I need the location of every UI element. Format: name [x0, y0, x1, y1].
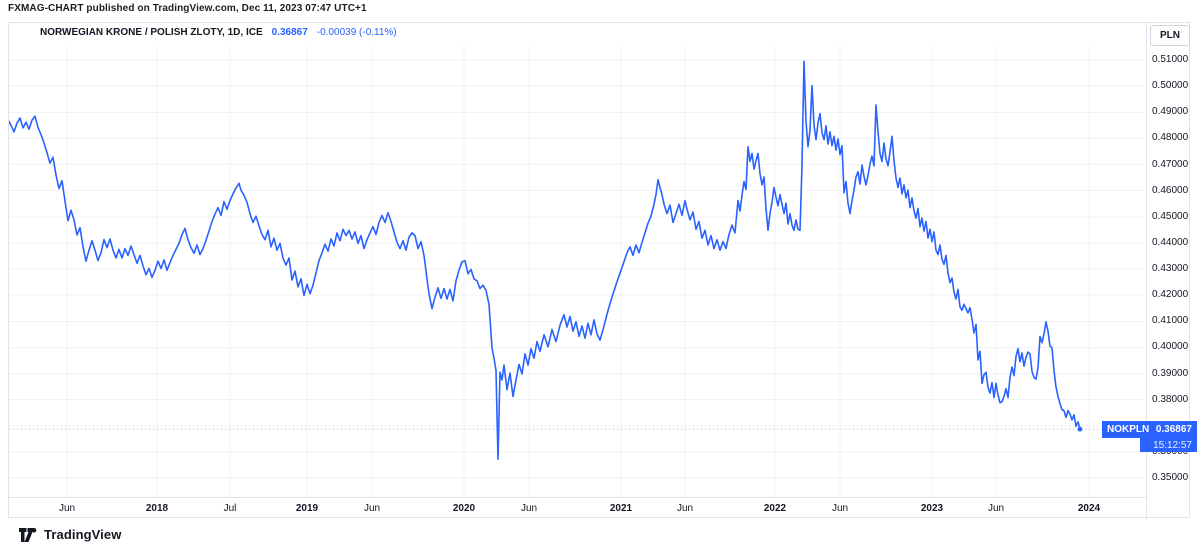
symbol-title[interactable]: NORWEGIAN KRONE / POLISH ZLOTY, 1D, ICE — [40, 27, 263, 38]
price-scale-label: 0.48000 — [1152, 132, 1189, 144]
price-scale-separator — [1146, 23, 1147, 519]
price-scale-label: 0.41000 — [1152, 315, 1189, 327]
time-axis-label: 2019 — [295, 503, 319, 514]
chart-plot-area[interactable] — [9, 45, 1146, 497]
time-axis-label: Jun — [58, 503, 76, 514]
price-label-symbol: NOKPLN — [1107, 424, 1150, 435]
price-scale-label: 0.45000 — [1152, 210, 1189, 222]
tradingview-logo-icon — [19, 527, 37, 542]
price-scale-label: 0.39000 — [1152, 367, 1189, 379]
time-axis-label: 2023 — [920, 503, 944, 514]
publish-header: FXMAG-CHART published on TradingView.com… — [8, 3, 367, 14]
last-price-label: NOKPLN 0.36867 — [1102, 421, 1197, 438]
time-axis-label: Jun — [987, 503, 1005, 514]
time-axis-label: Jun — [831, 503, 849, 514]
time-axis-separator — [9, 497, 1147, 498]
price-scale-label: 0.43000 — [1152, 263, 1189, 274]
time-axis-label: Jul — [223, 503, 237, 514]
tradingview-logo-text: TradingView — [44, 527, 122, 542]
price-change-value: -0.00039 (-0.11%) — [316, 27, 397, 38]
price-scale-label: 0.46000 — [1152, 184, 1189, 196]
time-axis-label: 2020 — [452, 503, 476, 514]
price-scale-label: 0.51000 — [1152, 54, 1189, 65]
price-scale-label: 0.38000 — [1152, 393, 1189, 405]
chart-card — [8, 22, 1190, 518]
time-axis-label: 2022 — [763, 503, 787, 514]
price-scale-label: 0.44000 — [1152, 236, 1189, 248]
time-axis-label: Jun — [520, 503, 538, 514]
price-scale-label: 0.49000 — [1152, 106, 1189, 118]
last-price-value: 0.36867 — [271, 27, 308, 38]
time-axis-label: 2021 — [609, 503, 633, 514]
time-axis-label: Jun — [676, 503, 694, 514]
currency-unit-button[interactable]: PLN — [1150, 25, 1190, 46]
chart-legend: NORWEGIAN KRONE / POLISH ZLOTY, 1D, ICE … — [40, 27, 397, 38]
price-scale-label: 0.47000 — [1152, 158, 1189, 170]
time-axis-label: Jun — [363, 503, 381, 514]
bar-countdown-label: 15:12:57 — [1140, 438, 1197, 452]
time-axis-label: 2018 — [145, 503, 169, 514]
price-label-value: 0.36867 — [1155, 424, 1192, 435]
price-scale-label: 0.40000 — [1152, 341, 1189, 353]
price-scale-label: 0.50000 — [1152, 80, 1189, 92]
tradingview-logo[interactable]: TradingView — [19, 527, 121, 542]
price-scale-label: 0.42000 — [1152, 289, 1189, 301]
time-axis-label: 2024 — [1077, 503, 1101, 514]
price-scale-label: 0.35000 — [1152, 472, 1189, 483]
